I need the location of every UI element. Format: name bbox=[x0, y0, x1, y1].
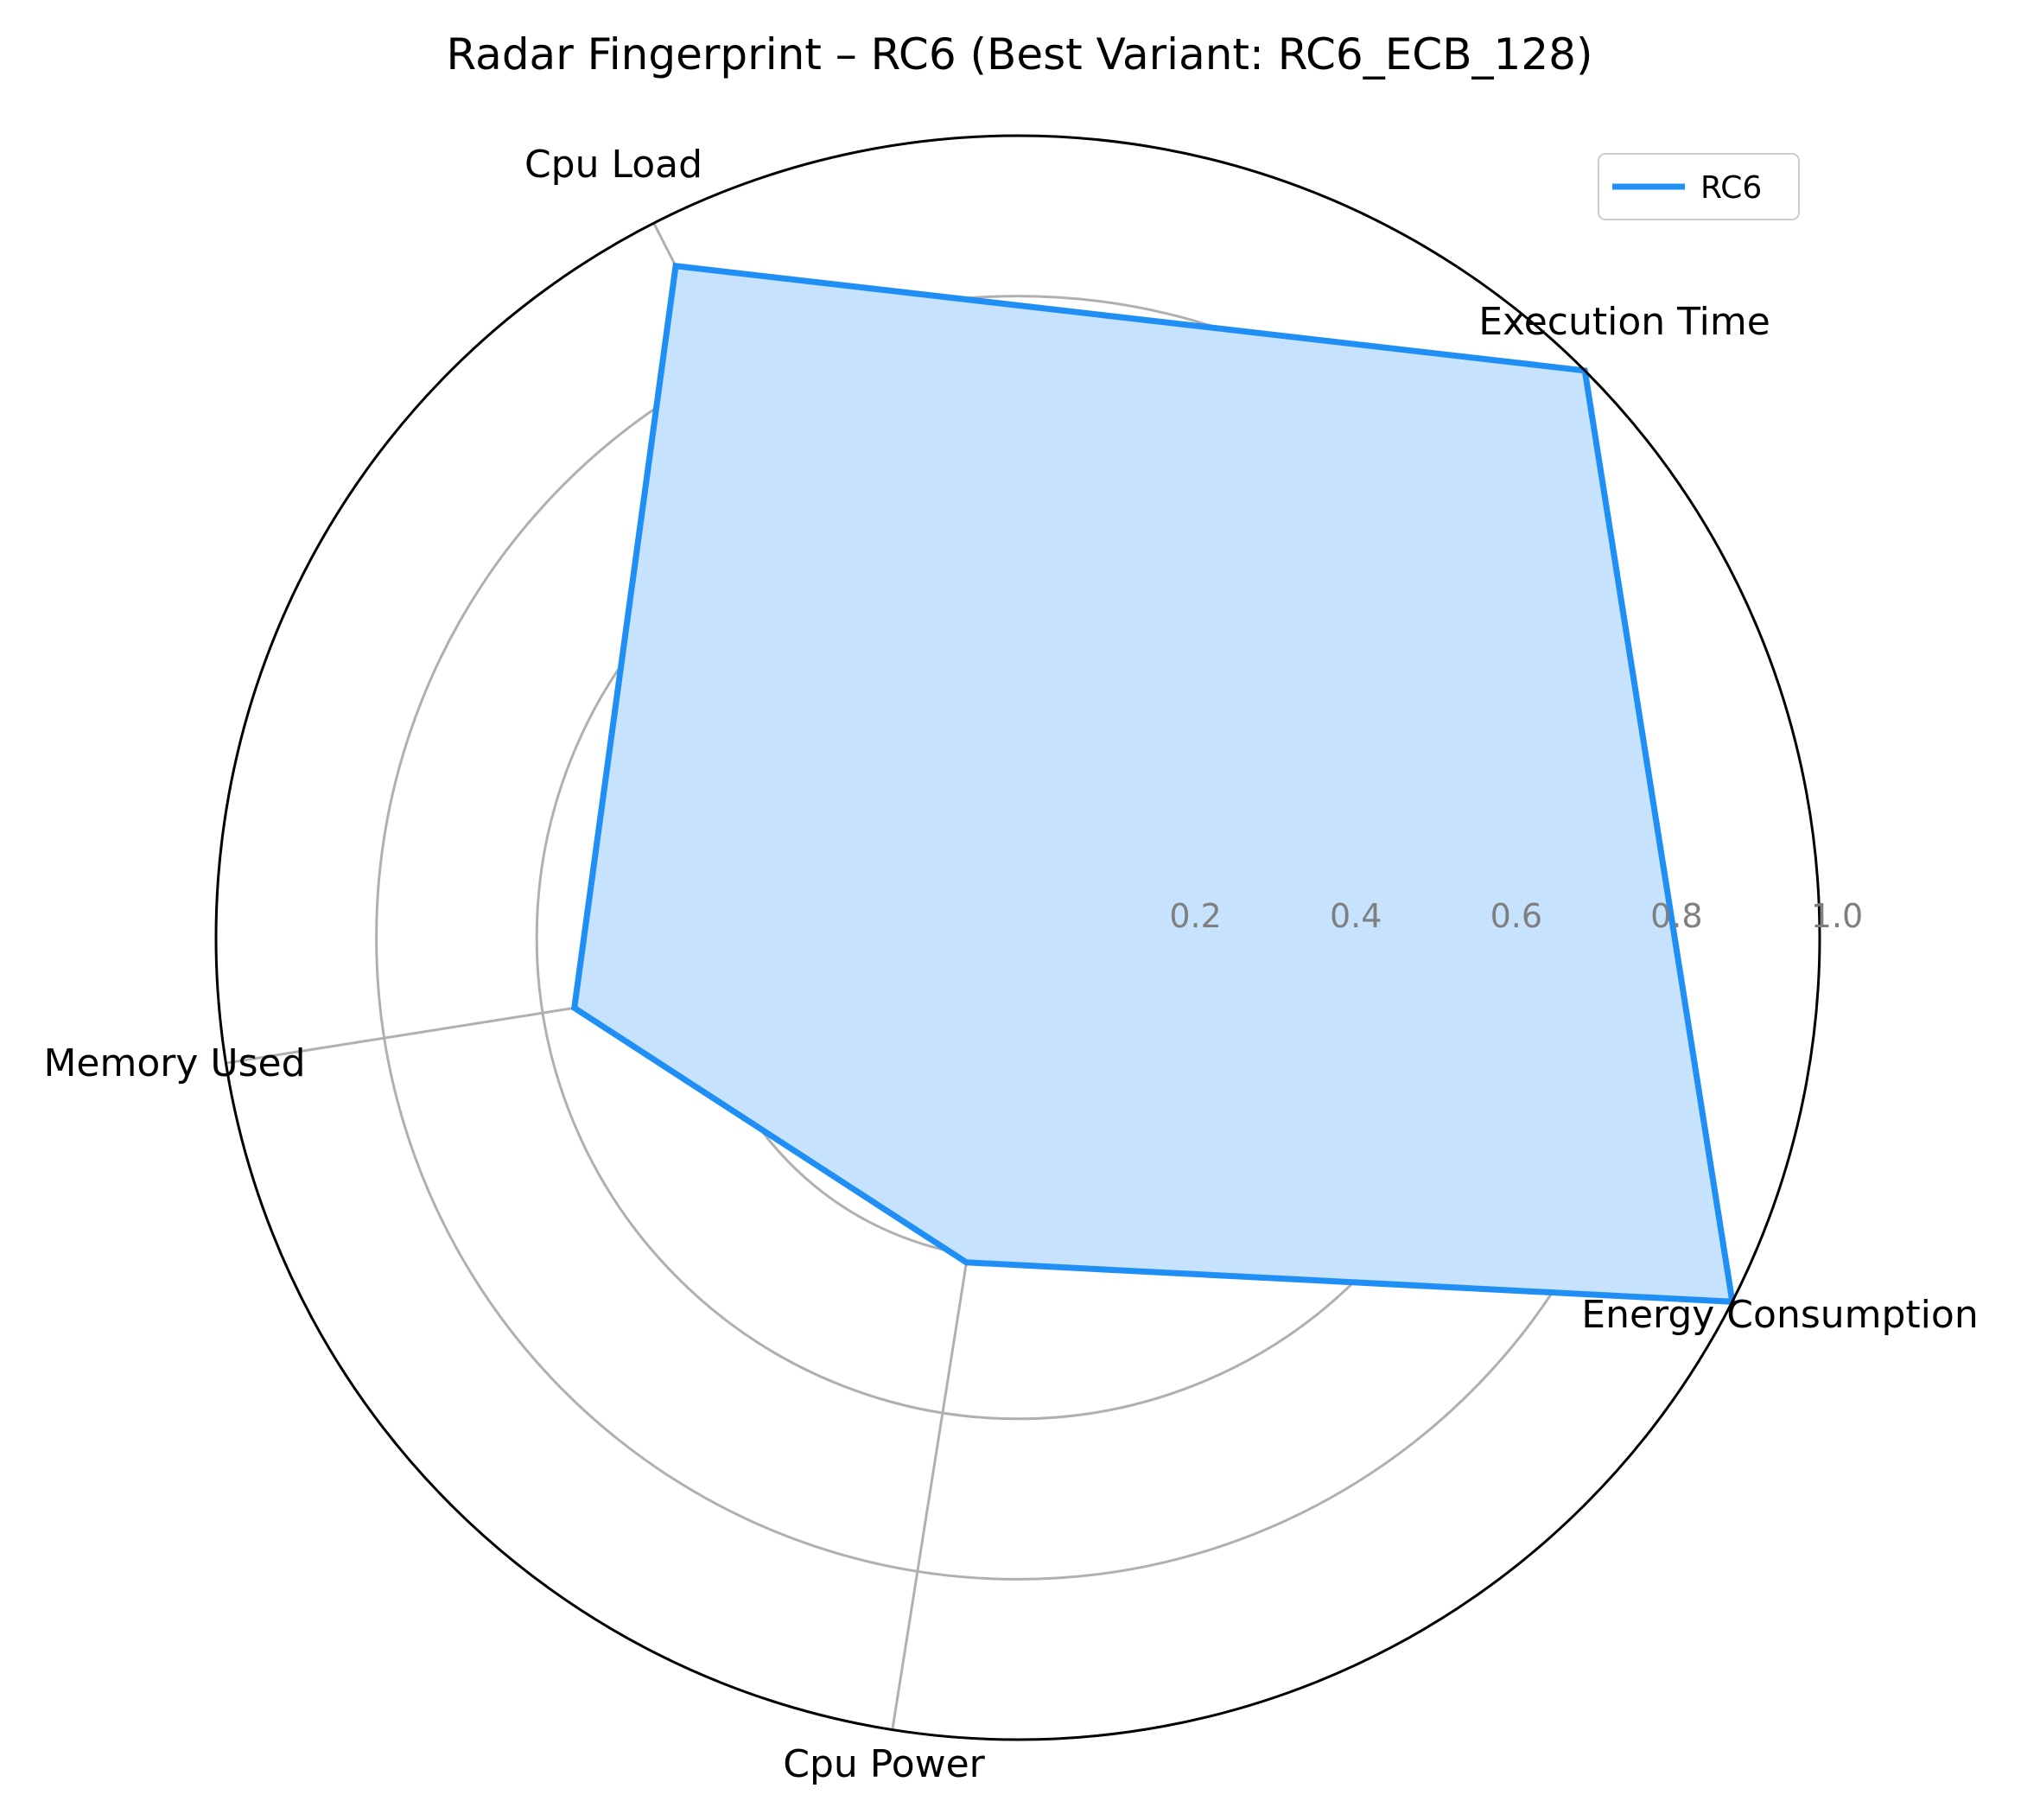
axis-label-2: Memory Used bbox=[43, 1041, 305, 1085]
legend-label-rc6: RC6 bbox=[1700, 170, 1762, 206]
radar-series bbox=[570, 262, 1737, 1306]
legend-box bbox=[1598, 153, 1800, 220]
chart-title: Radar Fingerprint – RC6 (Best Variant: R… bbox=[447, 29, 1593, 80]
r-tick-label-3: 0.8 bbox=[1650, 897, 1702, 935]
axis-label-3: Cpu Power bbox=[783, 1742, 985, 1786]
series-fill-0 bbox=[574, 265, 1732, 1302]
r-tick-label-2: 0.6 bbox=[1490, 897, 1542, 935]
axis-label-4: Energy Consumption bbox=[1581, 1293, 1978, 1337]
radar-tick-labels: 0.2 0.4 0.6 0.8 1.0 bbox=[1169, 897, 1863, 935]
radar-axis-labels: Execution Time Cpu Load Memory Used Cpu Pow… bbox=[43, 143, 1978, 1786]
r-tick-label-4: 1.0 bbox=[1811, 897, 1863, 935]
axis-label-1: Cpu Load bbox=[524, 143, 702, 187]
series-line-0 bbox=[570, 262, 1737, 1306]
axis-label-0: Execution Time bbox=[1478, 300, 1770, 344]
r-tick-label-1: 0.4 bbox=[1330, 897, 1382, 935]
legend: RC6 bbox=[1598, 153, 1800, 220]
radar-outer-frame bbox=[214, 134, 1821, 1741]
r-tick-label-0: 0.2 bbox=[1169, 897, 1221, 935]
